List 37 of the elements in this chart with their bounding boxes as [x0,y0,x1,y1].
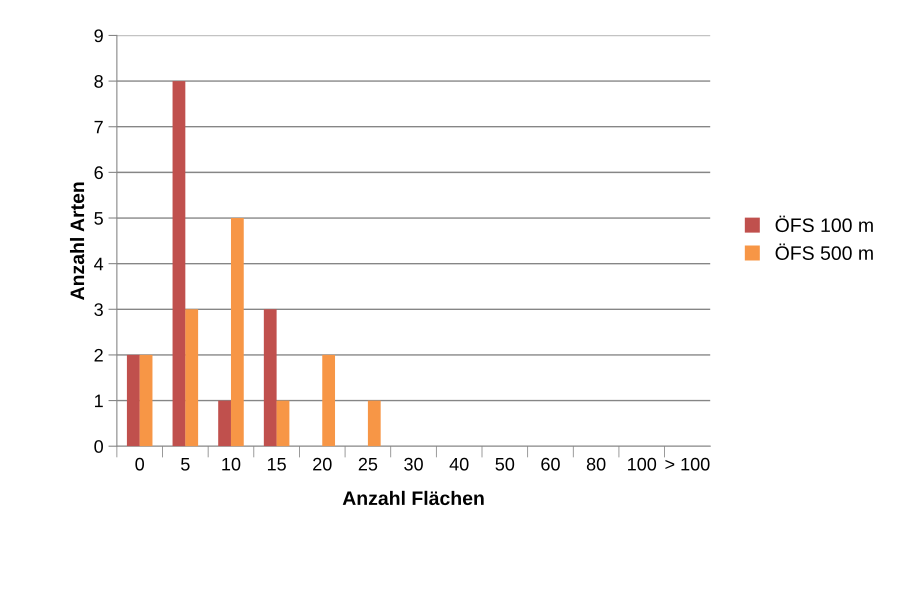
y-tick-label: 4 [94,258,104,270]
bar [140,354,152,446]
x-tick-label: 100 [628,458,656,471]
legend-label: ÖFS 500 m [776,244,873,260]
y-tick-label: 8 [94,75,103,88]
y-tick-label: 6 [94,166,103,180]
x-axis-title: Anzahl Flächen [342,490,484,506]
x-tick-label: 15 [268,458,286,471]
x-tick-label: > 100 [665,458,710,471]
x-tick-label: 40 [450,458,469,471]
bar [368,400,381,446]
x-tick-label: 25 [358,458,378,471]
x-tick-label: 50 [496,458,514,471]
x-tick-label: 60 [541,458,560,471]
y-tick-label: 9 [94,29,103,42]
x-tick-label: 30 [404,458,423,471]
y-axis-title: Anzahl Arten [70,182,84,300]
y-tick-label: 0 [94,440,103,453]
x-tick-label: 10 [222,458,240,471]
x-tick-label: 5 [181,458,190,471]
x-tick-label: 0 [135,458,144,471]
bar [276,400,290,446]
y-tick-label: 7 [94,120,103,134]
bar [264,309,277,446]
bar [172,81,186,446]
x-tick-label: 80 [586,458,606,471]
bar [126,354,140,446]
y-tick-label: 5 [94,212,103,225]
y-tick-label: 1 [95,394,103,408]
bar [322,354,336,446]
bar [185,309,198,446]
x-tick-label: 20 [313,458,332,471]
bar [230,218,244,446]
legend-label: ÖFS 100 m [776,216,873,232]
y-tick-label: 3 [94,303,103,316]
y-tick-label: 2 [94,348,103,362]
bar [218,400,231,446]
